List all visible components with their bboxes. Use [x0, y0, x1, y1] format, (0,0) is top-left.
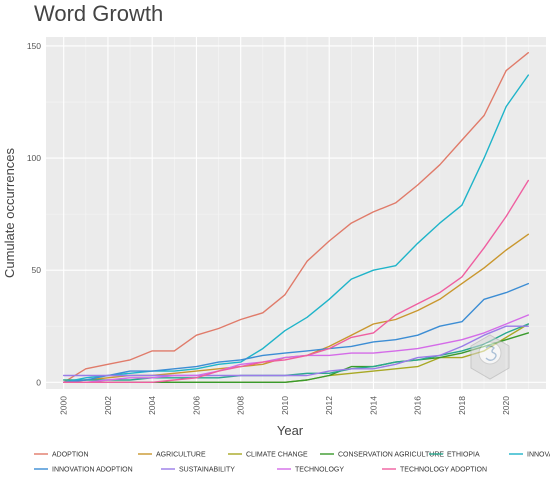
series-line-innovation-adoption	[63, 282, 529, 383]
x-tick-label: 2010	[280, 396, 290, 415]
y-tick-label: 150	[27, 41, 41, 51]
x-tick-label: 2000	[59, 396, 69, 415]
y-axis-title: Cumulate occurrences	[2, 147, 17, 278]
legend-item[interactable]: INNOVATION	[509, 452, 550, 459]
x-tick-label: 2014	[368, 396, 378, 415]
x-tick-label: 2002	[103, 396, 113, 415]
y-tick-label: 0	[36, 377, 41, 387]
x-tick-label: 2004	[147, 396, 157, 415]
series-line-ethiopia	[63, 323, 529, 381]
legend-item[interactable]: TECHNOLOGY ADOPTION	[382, 467, 487, 474]
x-axis-ticks: 2000 2002 2004 2006 2008 2010 2012 2014 2016 2018…	[59, 396, 511, 415]
legend-label: CLIMATE CHANGE	[246, 452, 308, 459]
series-line-technology-adoption	[63, 179, 529, 383]
grid-lines	[46, 37, 546, 389]
legend-item[interactable]: AGRICULTURE	[138, 452, 206, 459]
x-tick-label: 2020	[501, 396, 511, 415]
x-tick-label: 2008	[236, 396, 246, 415]
series-line-innovation	[63, 74, 529, 383]
x-tick-label: 2012	[324, 396, 334, 415]
x-axis-title: Year	[277, 423, 304, 438]
legend-item[interactable]: SUSTAINABILITY	[161, 467, 235, 474]
y-tick-label: 100	[27, 153, 41, 163]
legend-item[interactable]: ADOPTION	[34, 452, 89, 459]
legend-item[interactable]: INNOVATION ADOPTION	[34, 467, 133, 474]
legend-label: TECHNOLOGY ADOPTION	[400, 467, 487, 474]
legend-label: INNOVATION ADOPTION	[52, 467, 133, 474]
chart-title: Word Growth	[34, 1, 163, 26]
legend: ADOPTION AGRICULTURE CLIMATE CHANGE CONSERV…	[34, 452, 550, 474]
series-line-sustainability	[63, 325, 529, 377]
legend-label: ADOPTION	[52, 452, 89, 459]
x-tick-label: 2006	[191, 396, 201, 415]
legend-label: ETHIOPIA	[447, 452, 480, 459]
legend-label: SUSTAINABILITY	[179, 467, 235, 474]
legend-item[interactable]: CLIMATE CHANGE	[228, 452, 308, 459]
y-axis-ticks: 0 50 100 150	[27, 41, 41, 387]
plot-panel	[46, 37, 546, 389]
legend-label: TECHNOLOGY	[295, 467, 344, 474]
x-tick-label: 2018	[457, 396, 467, 415]
x-tick-label: 2016	[413, 396, 423, 415]
series-line-adoption	[63, 52, 529, 383]
legend-item[interactable]: CONSERVATION AGRICULTURE	[320, 452, 444, 459]
series-lines	[63, 52, 529, 383]
legend-label: AGRICULTURE	[156, 452, 206, 459]
watermark-logo-icon	[470, 334, 510, 380]
legend-label: INNOVATION	[527, 452, 550, 459]
series-line-technology	[63, 314, 529, 383]
y-tick-label: 50	[32, 265, 42, 275]
legend-item[interactable]: ETHIOPIA	[429, 452, 480, 459]
legend-item[interactable]: TECHNOLOGY	[277, 467, 344, 474]
legend-label: CONSERVATION AGRICULTURE	[338, 452, 444, 459]
